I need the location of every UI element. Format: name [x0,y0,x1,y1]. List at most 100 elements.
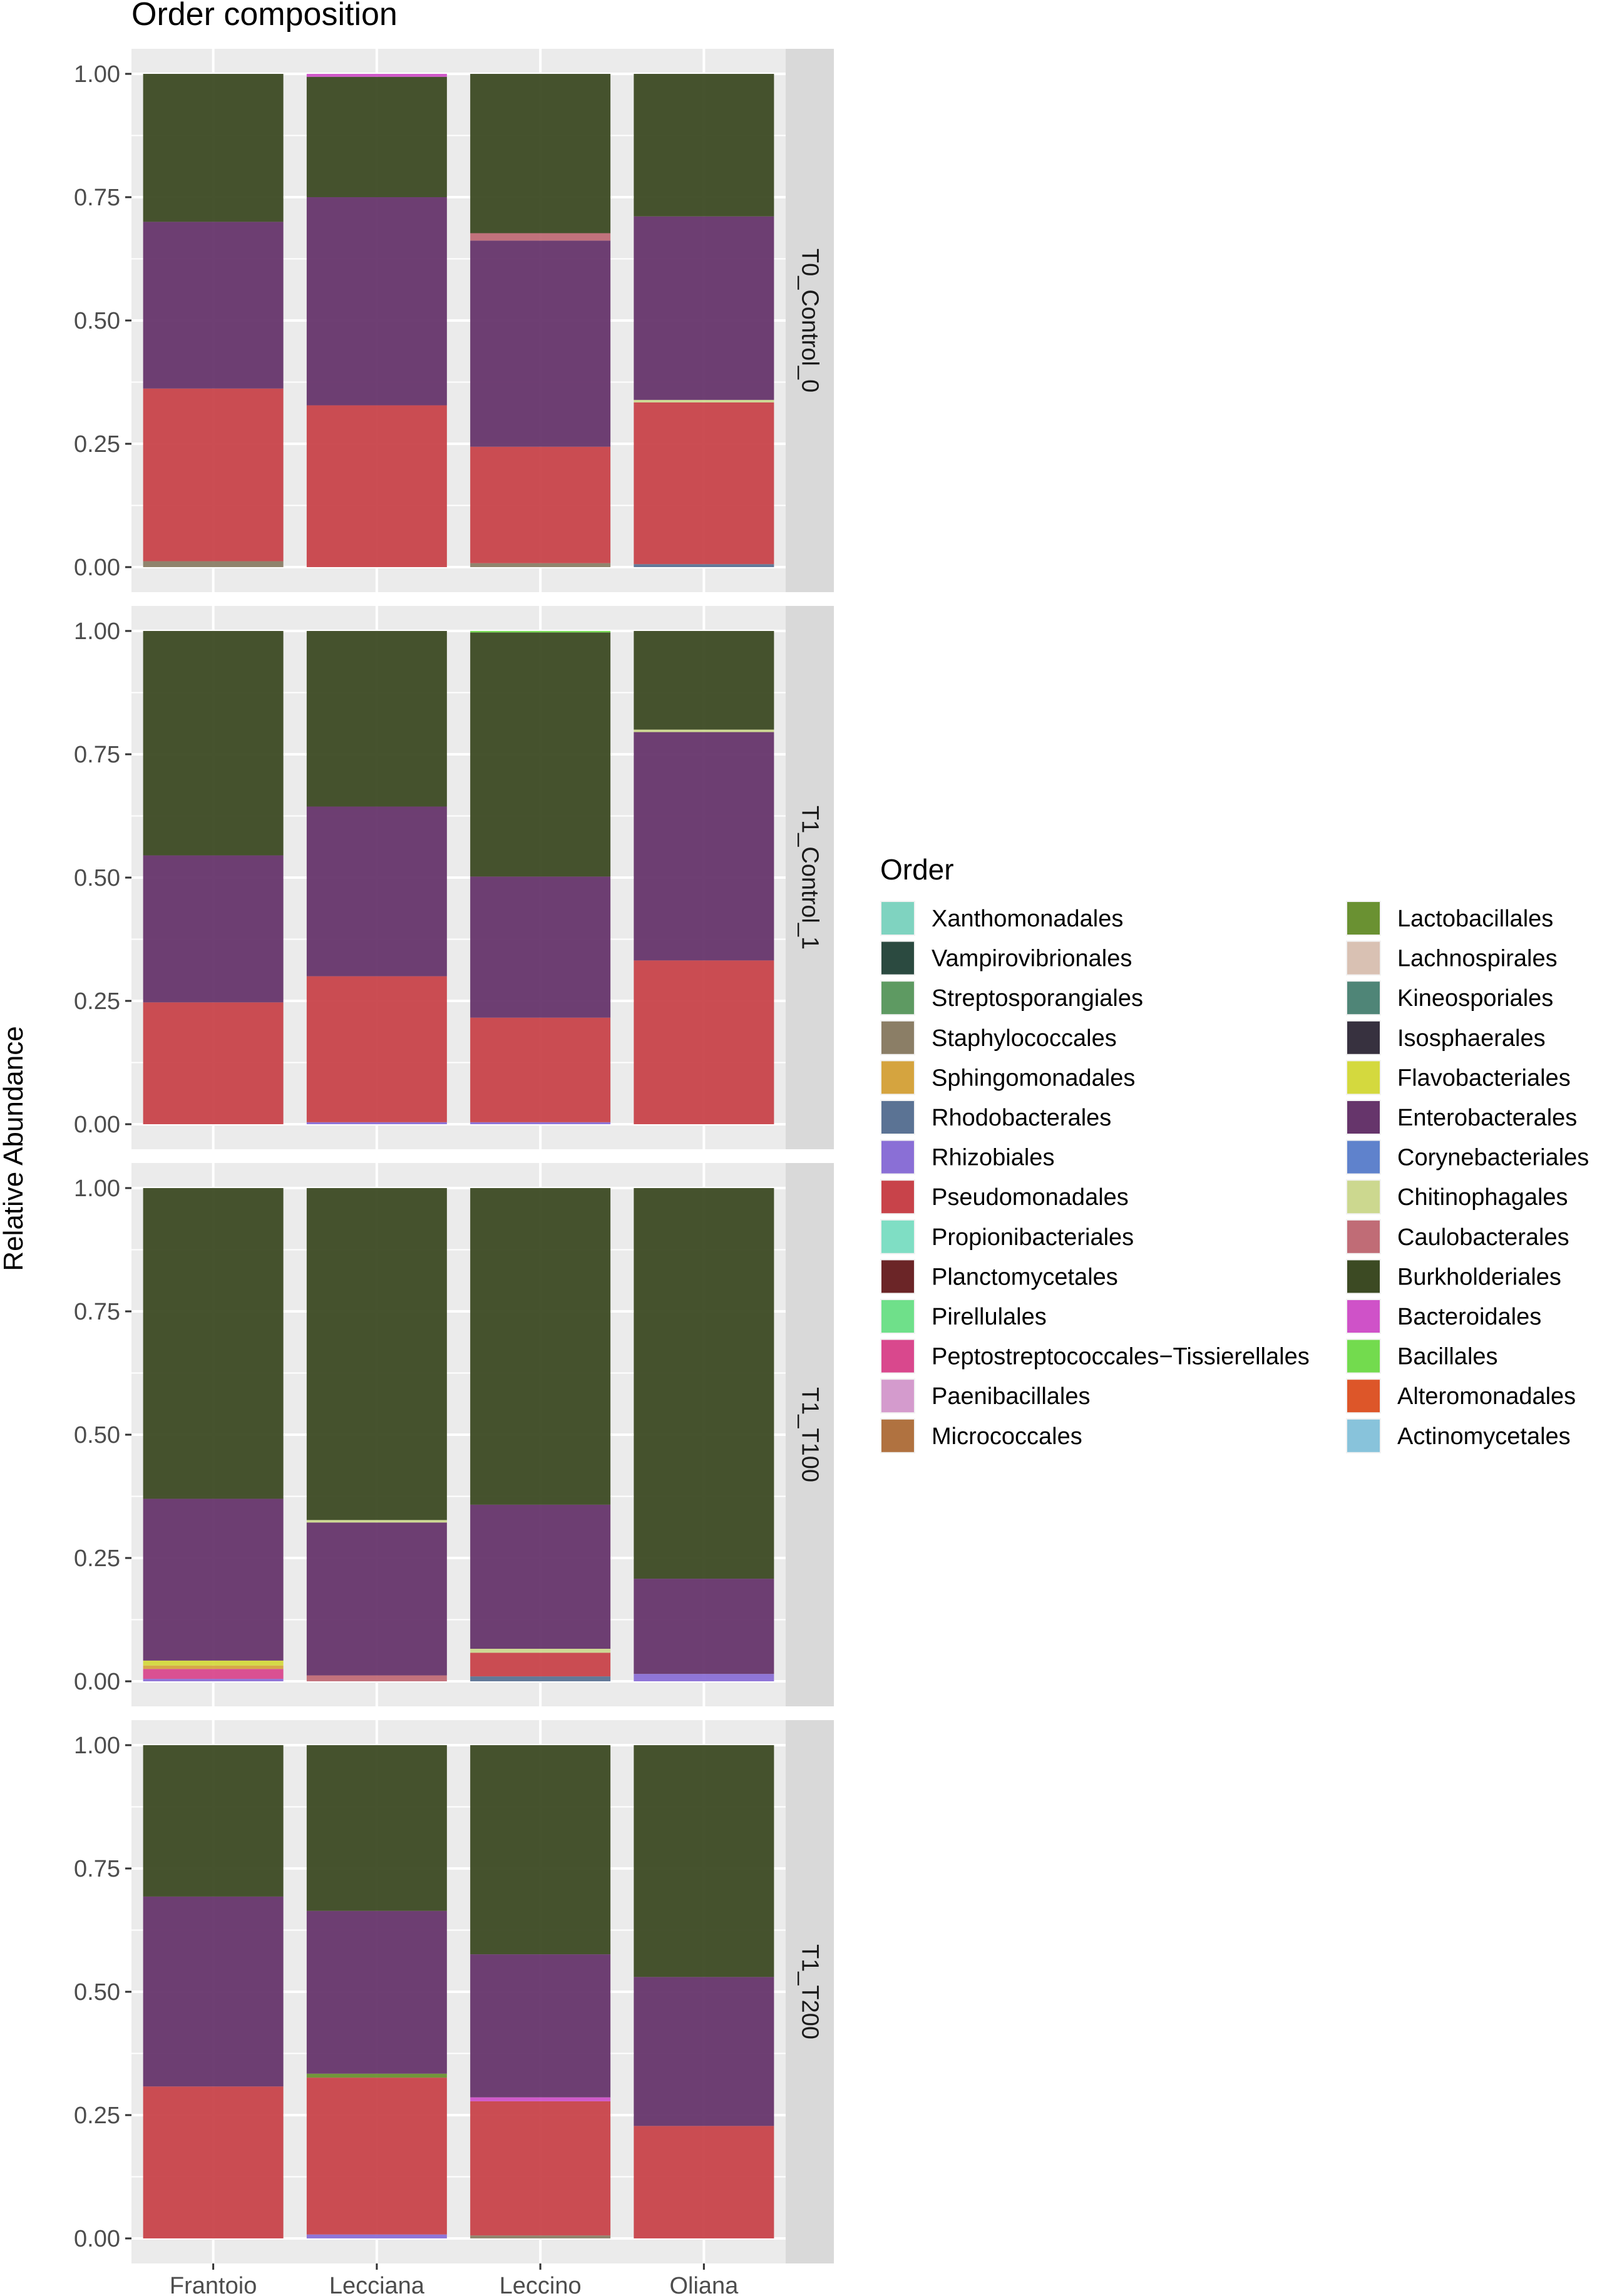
x-tick-label-leccino: Leccino [500,2273,582,2296]
legend-label: Streptosporangiales [932,985,1143,1012]
legend-label: Paenibacillales [932,1383,1091,1410]
legend-swatch [1347,1380,1380,1413]
facet-panels: 0.00 0.25 0.50 0.75 1.00 T0_Control_0 0.00 0.25… [74,49,834,2263]
legend-label: Enterobacterales [1397,1105,1577,1131]
y-tick-label: 0.00 [74,1669,120,1695]
legend-swatch [881,1021,914,1054]
legend-item-pirellulales: Pirellulales [880,1299,1047,1334]
legend-label: Isosphaerales [1397,1025,1546,1052]
bar-segment-rhizobiales [306,1122,447,1124]
bar-stack-lecciana [306,631,447,1124]
y-tick-label: 0.25 [74,988,120,1015]
bar-segment-enterobacterales [143,855,284,1003]
y-tick-label: 0.50 [74,308,120,334]
facet-label: T0_Control_0 [797,249,823,392]
legend-swatch [881,1260,914,1293]
legend-label: Rhodobacterales [932,1105,1111,1131]
bar-segment-burkholderiales [634,631,774,730]
bar-segment-chitinophagales [634,729,774,732]
y-tick-label: 0.25 [74,2103,120,2129]
bar-segment-enterobacterales [634,216,774,400]
legend-swatch [1347,902,1380,935]
x-axis: Frantoio Lecciana Leccino Oliana [170,2263,739,2296]
bar-segment-chitinophagales [470,1648,611,1653]
legend-swatch [881,1140,914,1174]
legend-swatch [881,941,914,975]
legend-item-propionibacteriales: Propionibacteriales [880,1219,1134,1254]
legend-item-vampirovibrionales: Vampirovibrionales [880,940,1132,976]
chart-title: Order composition [131,0,398,33]
y-tick-label: 0.50 [74,1979,120,2006]
legend-item-planctomycetales: Planctomycetales [880,1259,1118,1294]
y-tick-label: 0.50 [74,865,120,891]
legend-swatch [881,1300,914,1333]
legend-swatch [1347,1140,1380,1174]
bar-segment-enterobacterales [634,1977,774,2126]
legend-swatch [1347,1181,1380,1214]
legend-label: Peptostreptococcales−Tissierellales [932,1344,1310,1370]
y-tick-label: 0.25 [74,1545,120,1572]
bar-segment-pseudomonadales [143,2086,284,2238]
bar-segment-enterobacterales [470,876,611,1018]
bar-segment-rhizobiales [306,2234,447,2238]
legend-item-alteromonadales: Alteromonadales [1346,1378,1576,1414]
bar-segment-burkholderiales [634,74,774,217]
legend-label: Xanthomonadales [932,906,1123,932]
y-tick-label: 0.75 [74,185,120,211]
facet-strip [786,1163,834,1706]
bar-segment-burkholderiales [470,632,611,877]
bar-segment-pseudomonadales [634,2126,774,2238]
bar-segment-pseudomonadales [306,2078,447,2235]
legend-swatch [1347,1300,1380,1333]
bar-segment-enterobacterales [143,1896,284,2087]
legend-item-flavobacteriales: Flavobacteriales [1346,1060,1571,1095]
legend-item-lactobacillales: Lactobacillales [1346,901,1553,936]
legend-label: Flavobacteriales [1397,1065,1571,1091]
legend-swatch [1347,1260,1380,1293]
bar-segment-rhodobacterales [634,564,774,567]
bar-segment-enterobacterales [634,732,774,961]
bar-segment-pseudomonadales [143,388,284,561]
y-tick-label: 0.50 [74,1422,120,1448]
legend-swatch [881,1181,914,1214]
bar-segment-caulobacterales [306,1675,447,1681]
legend-label: Lactobacillales [1397,906,1553,932]
legend-item-bacteroidales: Bacteroidales [1346,1299,1541,1334]
y-axis-title: Relative Abundance [0,1026,29,1271]
legend-item-chitinophagales: Chitinophagales [1346,1179,1568,1215]
legend-swatch [1347,941,1380,975]
bar-segment-staphylococcales [143,561,284,567]
bar-segment-bacillales [470,631,611,633]
bar-stack-leccino [470,631,611,1124]
bar-segment-burkholderiales [470,1188,611,1505]
bar-stack-leccino [470,1745,611,2238]
bar-segment-caulobacterales [470,233,611,241]
bar-segment-bacteroidales [470,2097,611,2101]
bar-stack-oliana [634,74,774,567]
legend-item-pseudomonadales: Pseudomonadales [880,1179,1129,1215]
facet-panel-t1-t100: 0.00 0.25 0.50 0.75 1.00 T1_T100 [74,1163,834,1706]
legend-label: Chitinophagales [1397,1184,1568,1211]
bar-stack-oliana [634,1745,774,2238]
legend-swatch [1347,1101,1380,1134]
bar-segment-rhizobiales [470,1122,611,1124]
bar-segment-pseudomonadales [634,402,774,565]
x-tick-label-oliana: Oliana [669,2273,739,2296]
legend-item-staphylococcales: Staphylococcales [880,1020,1117,1055]
y-tick-label: 1.00 [74,1733,120,1759]
legend-label: Bacillales [1397,1344,1498,1370]
bar-segment-burkholderiales [634,1188,774,1579]
bar-segment-burkholderiales [306,1745,447,1911]
bar-segment-rhizobiales [634,1674,774,1681]
bar-segment-enterobacterales [634,1579,774,1674]
bar-segment-enterobacterales [470,240,611,447]
bar-segment-enterobacterales [306,806,447,976]
legend-label: Staphylococcales [932,1025,1117,1052]
y-tick-label: 0.25 [74,431,120,458]
bar-segment-chitinophagales [306,1520,447,1523]
legend-swatch [881,981,914,1015]
bar-stack-lecciana [306,74,447,567]
y-tick-label: 0.00 [74,555,120,581]
